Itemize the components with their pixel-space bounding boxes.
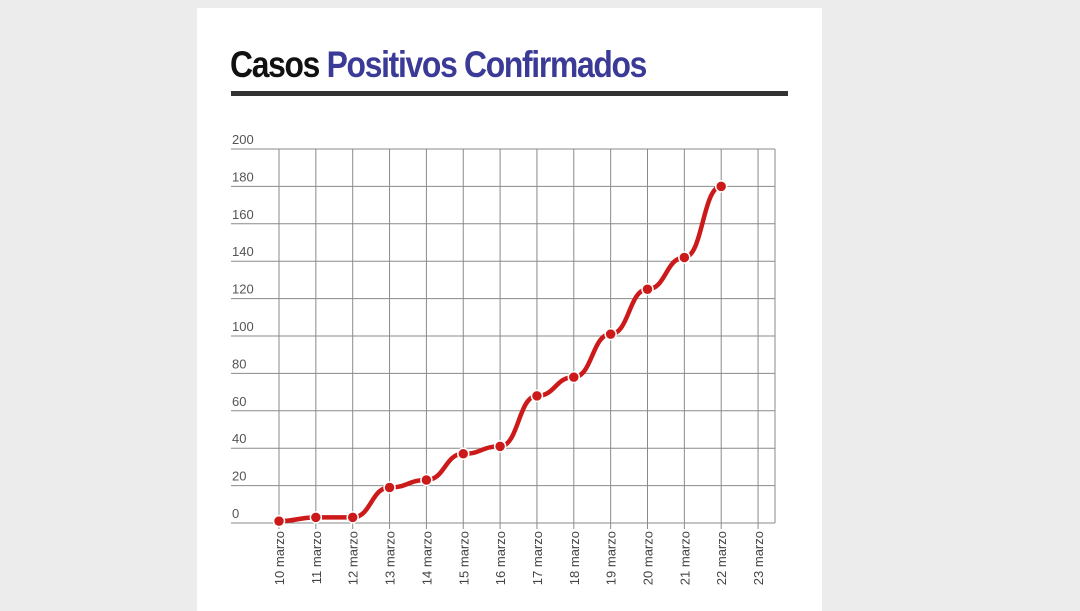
- y-tick-label: 120: [232, 282, 254, 297]
- title-part-positivos: Positivos Confirmados: [326, 44, 648, 85]
- data-point: [714, 180, 728, 193]
- y-tick-label: 20: [232, 469, 246, 484]
- data-point: [383, 481, 396, 494]
- y-tick-label: 40: [232, 431, 246, 446]
- x-tick-label: 13 marzo: [383, 531, 398, 585]
- x-tick-label: 16 marzo: [493, 531, 508, 585]
- y-tick-label: 140: [232, 244, 254, 259]
- y-tick-label: 160: [232, 207, 254, 222]
- x-tick-label: 15 marzo: [456, 531, 471, 585]
- x-tick-label: 20 marzo: [641, 531, 656, 585]
- data-point: [346, 511, 359, 524]
- data-point: [641, 283, 654, 296]
- x-tick-label: 14 marzo: [419, 531, 434, 585]
- x-tick-label: 19 marzo: [604, 531, 619, 585]
- x-tick-label: 18 marzo: [567, 531, 582, 585]
- x-tick-label: 23 marzo: [751, 531, 766, 585]
- chart-card: Casos Positivos Confirmados: [197, 8, 822, 611]
- data-point: [309, 511, 323, 524]
- y-tick-label: 0: [232, 506, 239, 521]
- data-point: [493, 440, 507, 453]
- x-tick-label: 12 marzo: [346, 531, 361, 585]
- y-tick-label: 60: [232, 394, 246, 409]
- x-tick-label: 21 marzo: [677, 531, 692, 585]
- y-tick-label: 200: [232, 132, 254, 147]
- data-point: [604, 327, 617, 341]
- y-tick-label: 180: [232, 169, 254, 184]
- x-tick-label: 22 marzo: [714, 531, 729, 585]
- chart-title: Casos Positivos Confirmados: [230, 44, 648, 86]
- title-part-casos: Casos: [230, 44, 320, 85]
- data-point: [420, 473, 433, 487]
- data-point: [457, 447, 470, 461]
- x-tick-label: 17 marzo: [530, 531, 545, 585]
- data-point: [567, 370, 581, 384]
- x-tick-label: 10 marzo: [272, 531, 287, 585]
- y-tick-label: 100: [232, 319, 254, 334]
- x-tick-label: 11 marzo: [309, 531, 324, 584]
- data-point: [530, 389, 544, 403]
- data-point: [678, 251, 691, 264]
- y-tick-label: 80: [232, 356, 246, 371]
- data-point: [272, 514, 286, 528]
- title-underline: [231, 91, 788, 96]
